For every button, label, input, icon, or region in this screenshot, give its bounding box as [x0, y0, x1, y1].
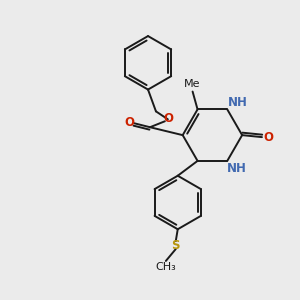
Text: O: O [124, 116, 134, 129]
Text: Me: Me [184, 79, 201, 88]
Text: CH₃: CH₃ [155, 262, 176, 272]
Text: O: O [263, 130, 273, 144]
Text: O: O [164, 112, 174, 125]
Text: NH: NH [227, 162, 247, 175]
Text: S: S [172, 238, 180, 252]
Text: NH: NH [228, 96, 248, 109]
